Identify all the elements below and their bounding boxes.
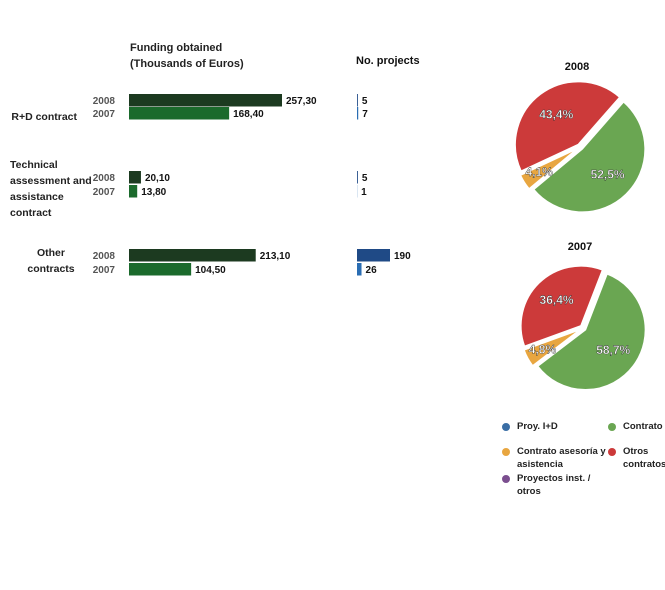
value-label: 5: [362, 173, 368, 184]
bar: [129, 249, 256, 262]
legend-marker: [608, 423, 616, 431]
legend-label: Otros contratos: [623, 446, 665, 470]
bar: [357, 107, 359, 120]
legend-label: Contrato asesoría y asistencia: [517, 446, 606, 470]
value-label: 190: [394, 251, 411, 262]
bar: [129, 263, 192, 276]
year-label: 2007: [93, 265, 116, 276]
legend-label: Proy. I+D: [517, 421, 558, 432]
pie-title: 2008: [565, 61, 589, 73]
bar: [357, 249, 390, 262]
bar: [357, 94, 358, 107]
pie-slice: [519, 147, 578, 190]
legend-marker: [502, 423, 510, 431]
category-label: R+D contract: [11, 111, 77, 123]
pie-title: 2007: [568, 241, 592, 253]
slice-label: 4,8%: [529, 342, 557, 356]
slice-label: 4,1%: [525, 165, 553, 179]
bar: [129, 185, 138, 198]
legend-marker: [502, 448, 510, 456]
pie-slice: [523, 328, 581, 367]
pie-slice: [536, 272, 647, 391]
chart-title: No. projects: [356, 55, 420, 67]
value-label: 26: [366, 265, 378, 276]
category-label: Technical assessment and assistance cont…: [10, 159, 92, 219]
value-label: 5: [362, 96, 368, 107]
year-label: 2007: [93, 109, 116, 120]
pie-slice: [514, 80, 621, 173]
value-label: 1: [361, 187, 367, 198]
slice-label: 36,4%: [540, 293, 574, 307]
category-label: Other contracts: [27, 247, 75, 275]
value-label: 7: [362, 109, 368, 120]
value-label: 168,40: [233, 109, 264, 120]
value-label: 213,10: [260, 251, 291, 262]
slice-label: 52,5%: [591, 167, 625, 181]
year-label: 2008: [93, 96, 116, 107]
pie-slice: [520, 265, 604, 348]
bar: [129, 171, 141, 184]
slice-label: 43,4%: [539, 108, 573, 122]
value-label: 13,80: [141, 187, 166, 198]
value-label: 104,50: [195, 265, 226, 276]
chart-title: Funding obtained (Thousands of Euros): [130, 42, 244, 70]
legend-marker: [608, 448, 616, 456]
legend-marker: [502, 475, 510, 483]
bar: [357, 171, 358, 184]
year-label: 2008: [93, 251, 116, 262]
value-label: 20,10: [145, 173, 170, 184]
legend-label: Contrato: [623, 421, 663, 432]
bar: [129, 94, 282, 107]
year-label: 2008: [93, 173, 116, 184]
legend-label: Proyectos inst. / otros: [517, 473, 591, 497]
pie-slice: [532, 100, 646, 213]
year-label: 2007: [93, 187, 116, 198]
value-label: 257,30: [286, 96, 317, 107]
bar: [129, 107, 230, 120]
slice-label: 58,7%: [596, 343, 630, 357]
bar: [357, 263, 362, 276]
